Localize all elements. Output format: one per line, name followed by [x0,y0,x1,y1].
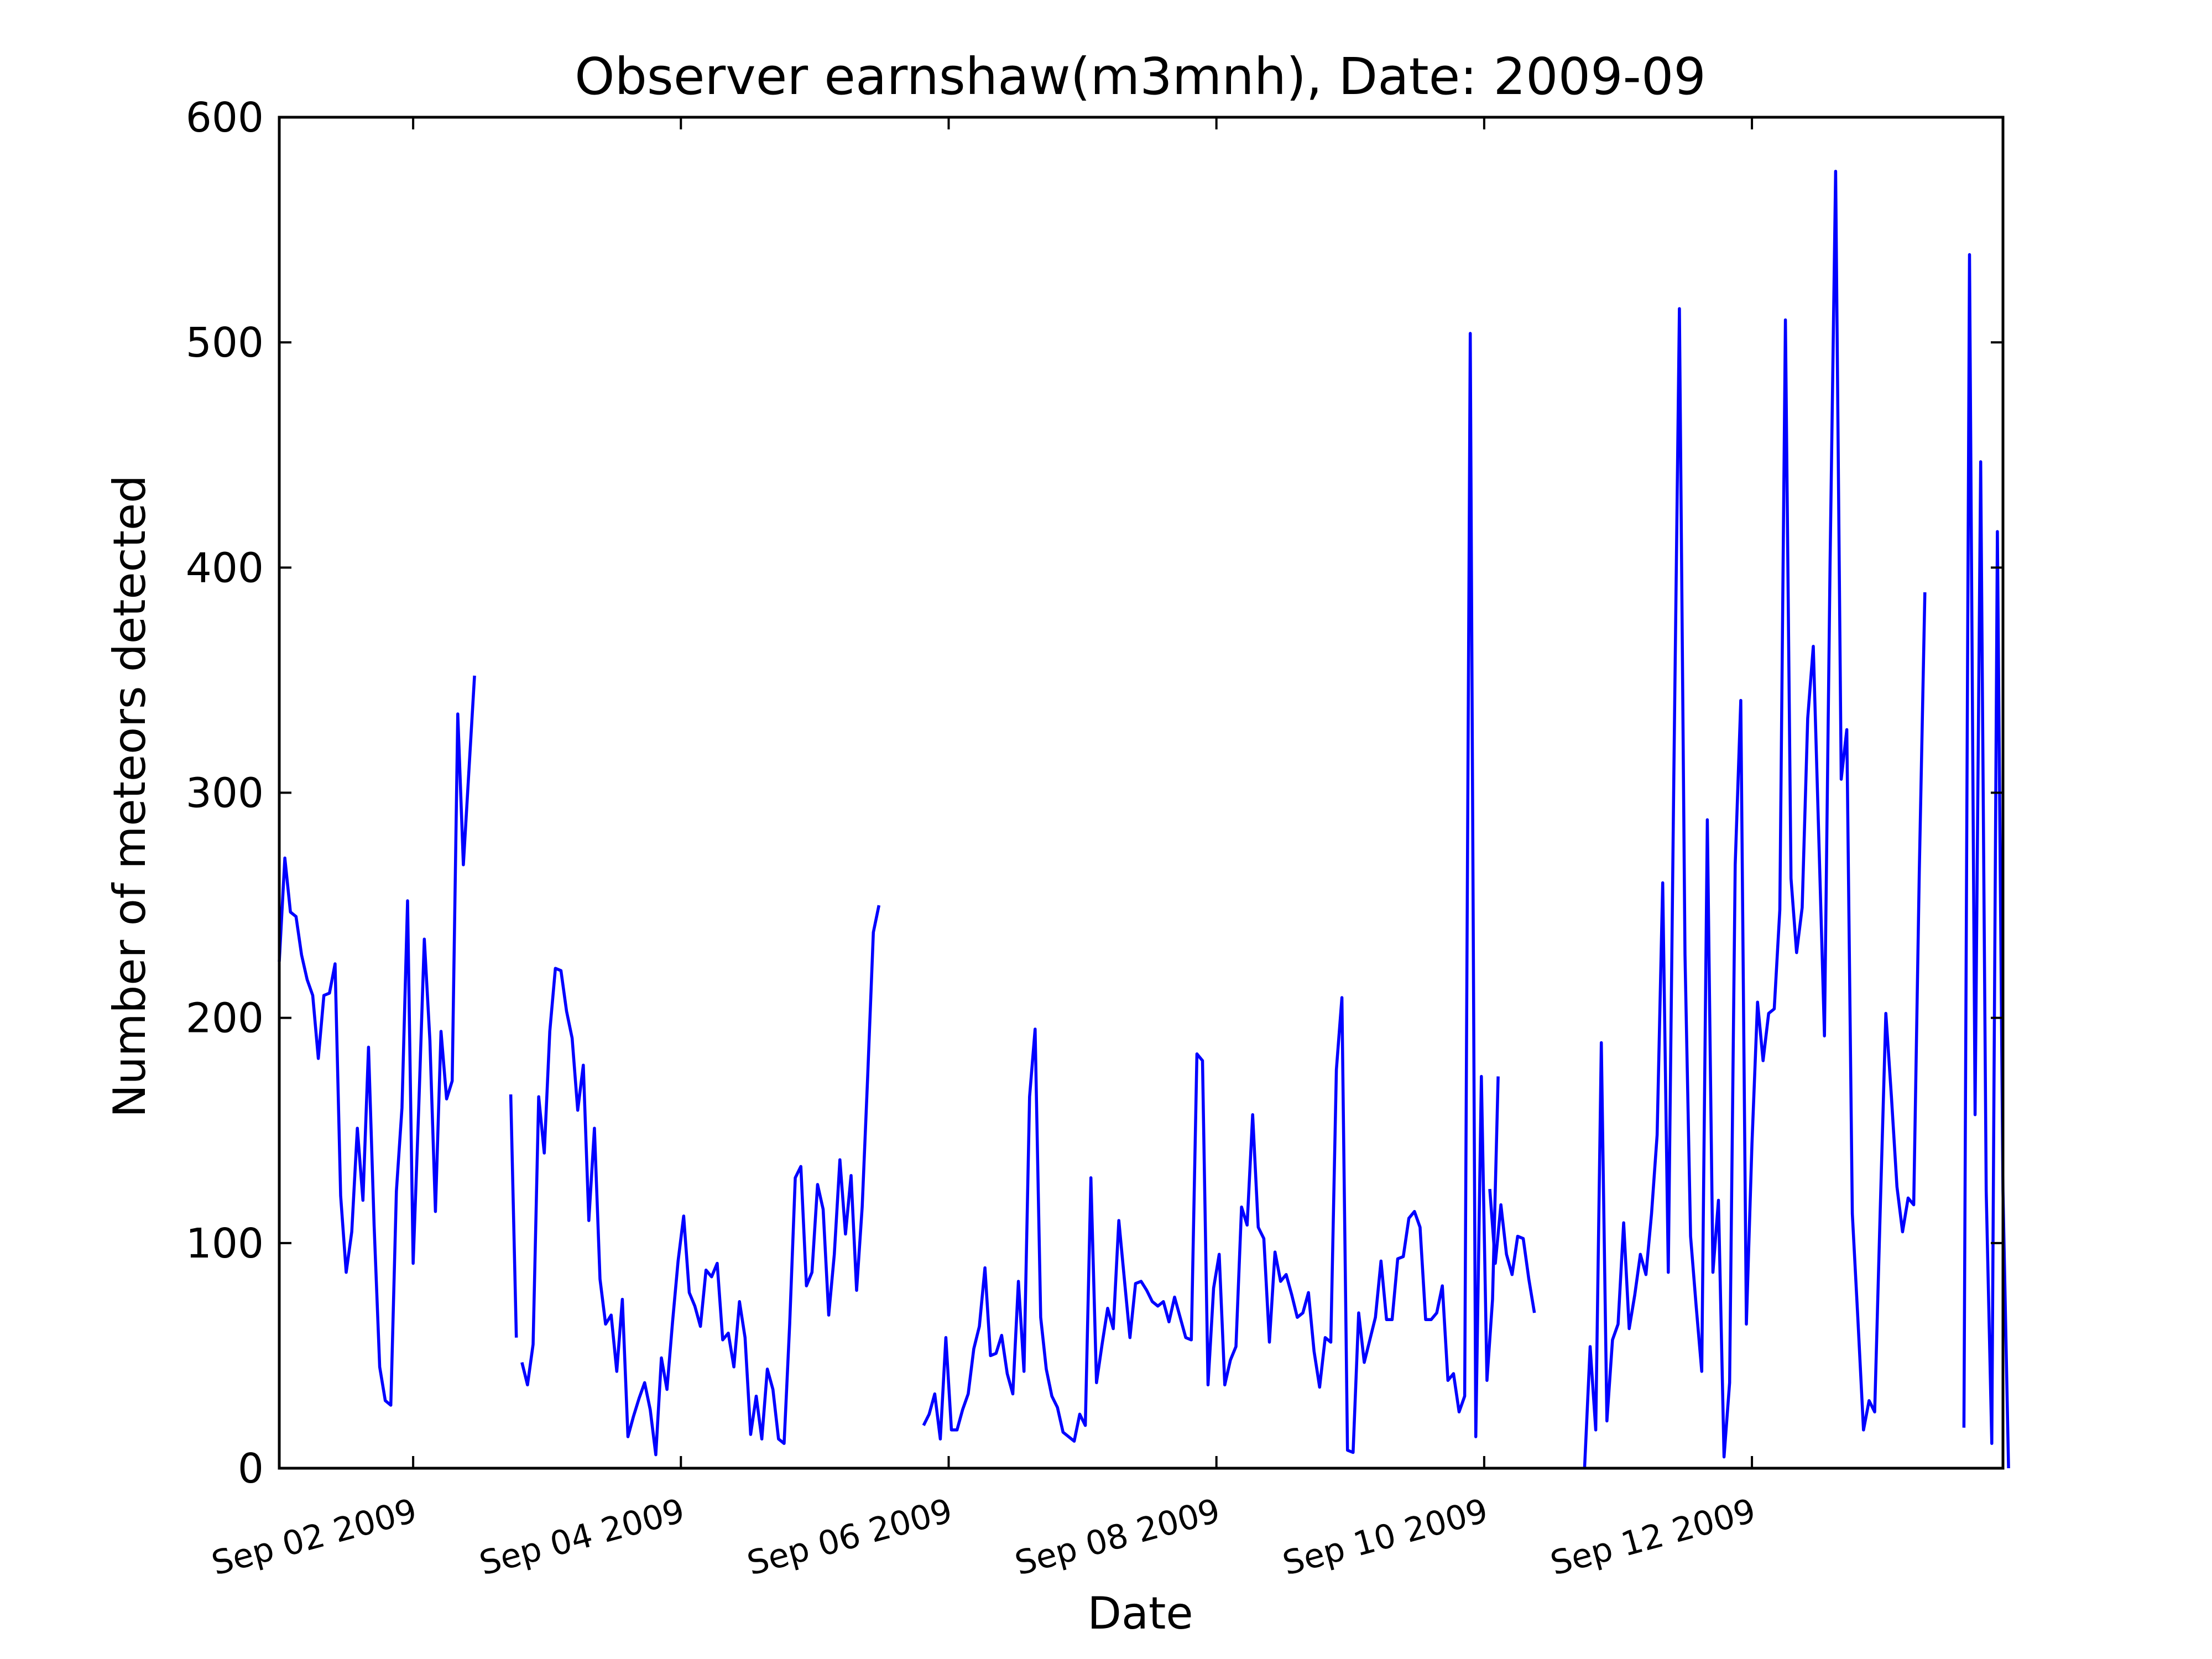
series-line-segment [509,1094,518,1338]
y-tick-label: 100 [186,1220,264,1267]
series-line-segment [1583,169,1927,1469]
x-tick-label: Sep 12 2009 [1547,1491,1760,1583]
x-tick-label: Sep 06 2009 [743,1491,956,1583]
y-tick-label: 500 [186,319,264,367]
series-line-segment [1962,253,2010,1469]
x-axis-ticks: Sep 02 2009 Sep 04 2009 Sep 06 2009 Sep 08 … [208,117,1760,1583]
chart-title: Observer earnshaw(m3mnh), Date: 2009-09 [575,47,1706,106]
y-tick-label: 0 [238,1445,264,1493]
x-axis-label: Date [1087,1588,1193,1639]
y-tick-label: 200 [186,995,264,1042]
x-tick-label: Sep 08 2009 [1011,1491,1224,1583]
series-line-segment [922,332,1500,1454]
y-axis-ticks: 0 100 200 300 400 500 600 [186,94,2003,1493]
x-tick-label: Sep 10 2009 [1279,1491,1491,1583]
y-tick-label: 600 [186,94,264,142]
series-group [278,169,2010,1469]
series-line-segment [1488,1188,1536,1313]
plot-frame [278,116,2005,1470]
x-tick-label: Sep 04 2009 [476,1491,688,1583]
y-tick-label: 400 [186,544,264,592]
series-line-segment [278,675,476,1407]
x-tick-label: Sep 02 2009 [208,1491,421,1583]
series-line-segment [520,905,881,1457]
y-tick-label: 300 [186,770,264,817]
y-axis-label: Number of meteors detected [104,475,155,1118]
